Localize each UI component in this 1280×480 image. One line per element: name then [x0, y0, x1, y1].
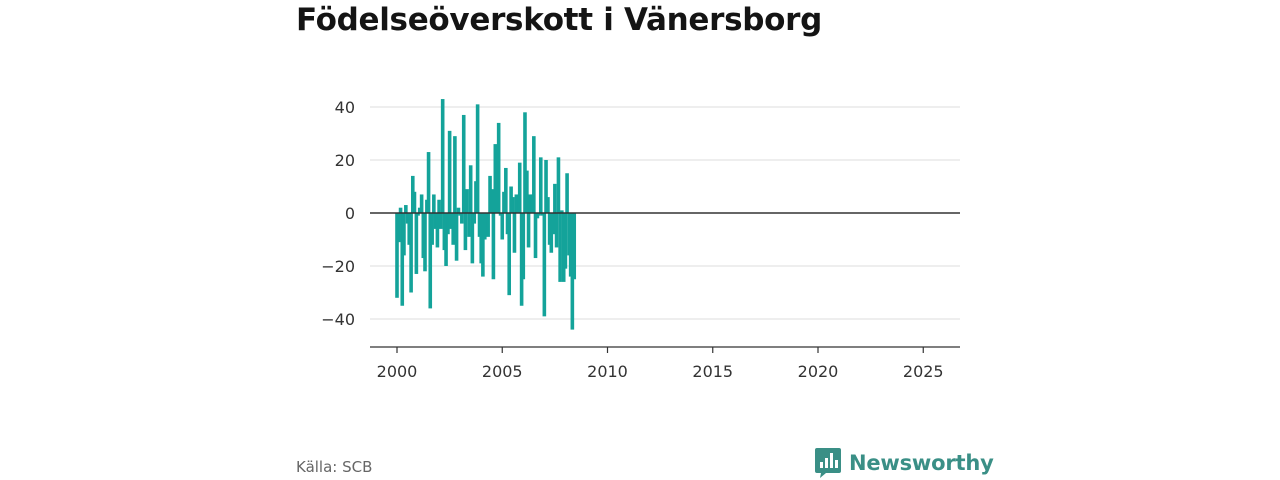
- bar: [521, 213, 526, 280]
- newsworthy-logo: Newsworthy: [814, 446, 994, 480]
- bar: [400, 213, 405, 306]
- bar: [416, 213, 420, 216]
- bar: [493, 144, 498, 213]
- bar: [396, 213, 401, 243]
- bar: [553, 183, 557, 213]
- y-tick-label: −40: [321, 310, 355, 329]
- bar: [472, 213, 477, 224]
- source-note: Källa: SCB: [296, 458, 373, 476]
- bar: [507, 213, 511, 296]
- bar: [398, 207, 403, 213]
- x-tick-label: 2005: [482, 362, 523, 381]
- bar: [423, 213, 427, 272]
- bar: [449, 213, 454, 229]
- bar: [426, 152, 431, 213]
- bar: [538, 157, 543, 213]
- bar: [526, 213, 531, 248]
- bar: [428, 213, 433, 309]
- bar: [407, 213, 412, 245]
- bar: [461, 114, 466, 213]
- y-axis-tick-labels: 40 20 0 −20 −40: [321, 98, 355, 329]
- x-tick-label: 2020: [798, 362, 839, 381]
- bar: [558, 213, 562, 282]
- bar: [570, 213, 575, 330]
- bar: [542, 213, 547, 317]
- bar: [491, 213, 496, 280]
- bar: [496, 122, 501, 213]
- bar: [409, 213, 413, 293]
- bar: [444, 213, 448, 266]
- bar: [435, 213, 440, 248]
- bar: [447, 130, 452, 213]
- bar: [432, 194, 436, 213]
- bars: [395, 99, 577, 330]
- bar: [440, 99, 445, 213]
- bar: [430, 213, 434, 245]
- bar: [475, 104, 480, 213]
- bar: [404, 205, 408, 213]
- x-tick-label: 2000: [377, 362, 418, 381]
- bar: [412, 191, 417, 213]
- bar: [395, 213, 399, 298]
- y-tick-label: 40: [335, 98, 355, 117]
- bar: [463, 213, 468, 251]
- bar: [433, 213, 438, 229]
- bar: [565, 173, 569, 213]
- bar: [481, 213, 485, 277]
- bar: [414, 213, 419, 274]
- bar: [486, 213, 490, 237]
- bar: [514, 194, 519, 213]
- gridlines: [370, 106, 960, 320]
- y-tick-label: 0: [345, 204, 355, 223]
- bar: [525, 170, 529, 213]
- y-tick-label: −20: [321, 257, 355, 276]
- bar: [446, 213, 450, 235]
- bar: [517, 162, 522, 213]
- bar: [468, 165, 473, 213]
- bar: [551, 213, 555, 235]
- bar: [546, 197, 550, 213]
- bar: [460, 213, 464, 224]
- bar: [537, 213, 541, 216]
- bar: [470, 213, 475, 264]
- bar: [504, 167, 508, 213]
- bar: [554, 213, 559, 248]
- bar: [572, 213, 577, 280]
- y-tick-label: 20: [335, 151, 355, 170]
- bar: [510, 197, 515, 213]
- bar: [453, 136, 457, 213]
- x-tick-label: 2015: [692, 362, 733, 381]
- bar: [467, 213, 471, 237]
- bar: [544, 160, 548, 213]
- bar: [512, 213, 517, 253]
- bar: [532, 136, 536, 213]
- bar: [456, 207, 461, 213]
- bar-chart: 40 20 0 −20 −40 2000 2005 2010 2015 2020 2025: [321, 98, 960, 381]
- bar: [451, 213, 455, 245]
- bar: [523, 112, 527, 213]
- bar: [528, 194, 533, 213]
- bar: [419, 194, 424, 213]
- bar: [438, 213, 443, 229]
- bar: [563, 213, 568, 269]
- bar: [489, 189, 494, 213]
- bar: [402, 213, 406, 256]
- bar: [549, 213, 554, 253]
- bar: [500, 213, 505, 240]
- bar: [437, 199, 441, 213]
- bar: [454, 213, 459, 261]
- brand-name: Newsworthy: [849, 451, 994, 475]
- x-axis-ticks: 2000 2005 2010 2015 2020 2025: [377, 347, 944, 381]
- bar: [560, 210, 564, 213]
- bar: [533, 213, 538, 259]
- x-tick-label: 2025: [903, 362, 944, 381]
- x-tick-label: 2010: [587, 362, 628, 381]
- chart-title: Födelseöverskott i Vänersborg: [296, 2, 823, 38]
- bar: [465, 189, 469, 213]
- bar: [417, 207, 422, 213]
- bar: [556, 157, 561, 213]
- bar-chart-logo-icon: [815, 448, 841, 478]
- bar: [502, 191, 506, 213]
